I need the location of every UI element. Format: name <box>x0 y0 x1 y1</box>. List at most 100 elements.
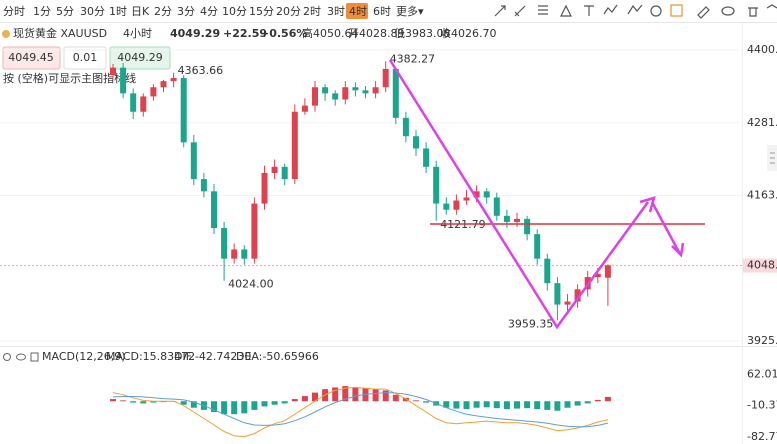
tool-eraser[interactable] <box>697 6 710 19</box>
macd-bar <box>453 401 460 409</box>
macd-bar <box>564 401 571 408</box>
buy-box[interactable] <box>109 46 171 70</box>
period-tab[interactable]: 3分 <box>177 5 195 18</box>
lot-box[interactable] <box>63 46 107 70</box>
tool-lock[interactable] <box>766 4 777 9</box>
tool-lines[interactable] <box>538 5 548 15</box>
candle-body <box>594 273 601 278</box>
icon-menu[interactable] <box>30 352 39 362</box>
hint: 按 (空格)可显示主图指标线 <box>3 71 136 85</box>
drawing-tools[interactable] <box>494 4 777 19</box>
candle-body <box>180 78 187 143</box>
candle-body <box>534 234 541 259</box>
period-tab[interactable]: 3时 <box>327 5 345 18</box>
period-tab[interactable]: 15分 <box>249 5 274 18</box>
macd-bar <box>342 386 349 402</box>
icon-settings[interactable] <box>3 353 11 361</box>
macd-line <box>112 392 609 428</box>
period-tab[interactable]: 2分 <box>154 5 172 18</box>
tool-circle[interactable] <box>650 5 662 17</box>
period-tab[interactable]: 20分 <box>276 5 301 18</box>
stat-value: 4028.89 <box>359 27 405 40</box>
tool-edit[interactable] <box>670 4 683 17</box>
tool-wave[interactable] <box>603 4 618 15</box>
period-tab[interactable]: 10分 <box>222 5 247 18</box>
price-annotation: 4024.00 <box>228 278 274 291</box>
candle-body <box>392 68 399 118</box>
macd-bar <box>140 401 147 404</box>
candle-body <box>221 228 228 259</box>
candle-body <box>140 96 147 112</box>
macd-bar <box>584 401 591 404</box>
price-annotation: 4382.27 <box>390 52 436 65</box>
macd-bar <box>312 392 318 402</box>
forecast-drawing <box>650 201 682 255</box>
icon-visible[interactable] <box>16 353 26 361</box>
period-tab[interactable]: 分时 <box>3 5 25 18</box>
period-tab[interactable]: 2时 <box>303 5 321 18</box>
side-handle-icon <box>770 152 775 164</box>
candle-body <box>604 265 611 278</box>
candle-body <box>200 179 207 192</box>
macd-bar <box>534 401 541 410</box>
macd-line <box>112 386 609 438</box>
tool-triangle[interactable] <box>560 4 572 17</box>
order-boxes[interactable] <box>2 46 171 70</box>
period-tab[interactable]: 更多▾ <box>396 4 424 18</box>
candle-body <box>130 93 137 112</box>
macd-bar <box>604 396 611 402</box>
last-price-bg <box>743 258 777 273</box>
macd-bar <box>463 401 470 410</box>
change-pct: +0.56% <box>260 27 307 40</box>
tool-segment[interactable] <box>514 5 526 17</box>
active-period-bg <box>346 3 368 19</box>
period-tab[interactable]: 5分 <box>56 5 74 18</box>
macd-bar <box>574 401 581 406</box>
candle-body <box>271 166 278 173</box>
period-tab[interactable]: 1分 <box>33 5 51 18</box>
forecast-arrowhead <box>671 242 685 258</box>
trend-arrowhead <box>639 196 656 213</box>
macd-bar <box>382 390 389 402</box>
legend-entry: DIF:-42.74230 <box>174 350 251 363</box>
candle-body <box>574 289 581 302</box>
macd-bar <box>524 401 531 409</box>
candle-body <box>160 81 167 88</box>
candle-body <box>473 191 480 198</box>
period-tab[interactable]: 6时 <box>373 5 391 18</box>
macd-bar <box>180 401 187 405</box>
macd-bar <box>251 401 258 410</box>
tool-path[interactable] <box>627 4 643 15</box>
macd-tick-label: 62.01778 <box>747 367 777 380</box>
macd-bar <box>443 401 450 408</box>
macd-bar <box>332 387 339 402</box>
candle-body <box>514 218 520 222</box>
y-tick-label: 3925.47 <box>747 334 777 347</box>
stat-label: 收 <box>440 26 451 40</box>
macd-bar <box>190 401 197 408</box>
candle-body <box>110 67 116 75</box>
tool-eye[interactable] <box>721 6 735 16</box>
order-box-value: 4049.29 <box>117 51 163 64</box>
period-tab[interactable]: 日K <box>131 5 150 18</box>
macd-bar <box>221 401 228 415</box>
sell-box[interactable] <box>2 46 61 70</box>
macd-bar <box>241 401 248 414</box>
tool-text[interactable] <box>584 5 594 16</box>
period-tab[interactable]: 4时 <box>349 5 367 18</box>
period-tab[interactable]: 4分 <box>200 5 218 18</box>
symbol: 现货黄金 XAUUSD <box>13 26 107 40</box>
symbol-icon <box>2 30 10 38</box>
tool-ray[interactable] <box>494 5 506 17</box>
macd-icons[interactable] <box>3 352 39 362</box>
candle-body <box>231 249 238 259</box>
macd-label: MACD:15.83472 <box>106 350 195 363</box>
macd-bar <box>281 401 288 404</box>
macd-bar <box>554 401 561 411</box>
period-tab[interactable]: 1时 <box>109 5 127 18</box>
period-tab[interactable]: 30分 <box>80 5 105 18</box>
macd-bar <box>291 399 298 402</box>
macd-bar <box>271 401 278 405</box>
tool-trash[interactable] <box>748 7 758 17</box>
